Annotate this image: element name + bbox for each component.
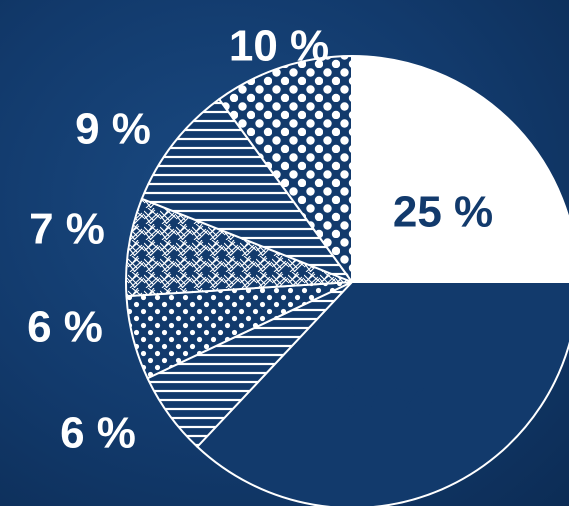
pie-slice-6 (140, 98, 353, 283)
pie-slices (125, 55, 569, 506)
pie-slice-2 (196, 281, 569, 506)
slice-label-5: 7 % (29, 205, 105, 254)
slice-label-3: 6 % (60, 409, 136, 458)
pie-slice-1 (351, 55, 569, 283)
slice-label-7: 10 % (229, 22, 329, 71)
slice-label-6: 9 % (75, 105, 151, 154)
slice-label-2: 37 % (333, 377, 433, 426)
pie-labels: 25 % 37 % 6 % 6 % 7 % 9 % 10 % (27, 22, 493, 458)
slice-label-4: 6 % (27, 303, 103, 352)
pie-slice-7 (218, 55, 353, 283)
slice-label-1: 25 % (393, 188, 493, 237)
